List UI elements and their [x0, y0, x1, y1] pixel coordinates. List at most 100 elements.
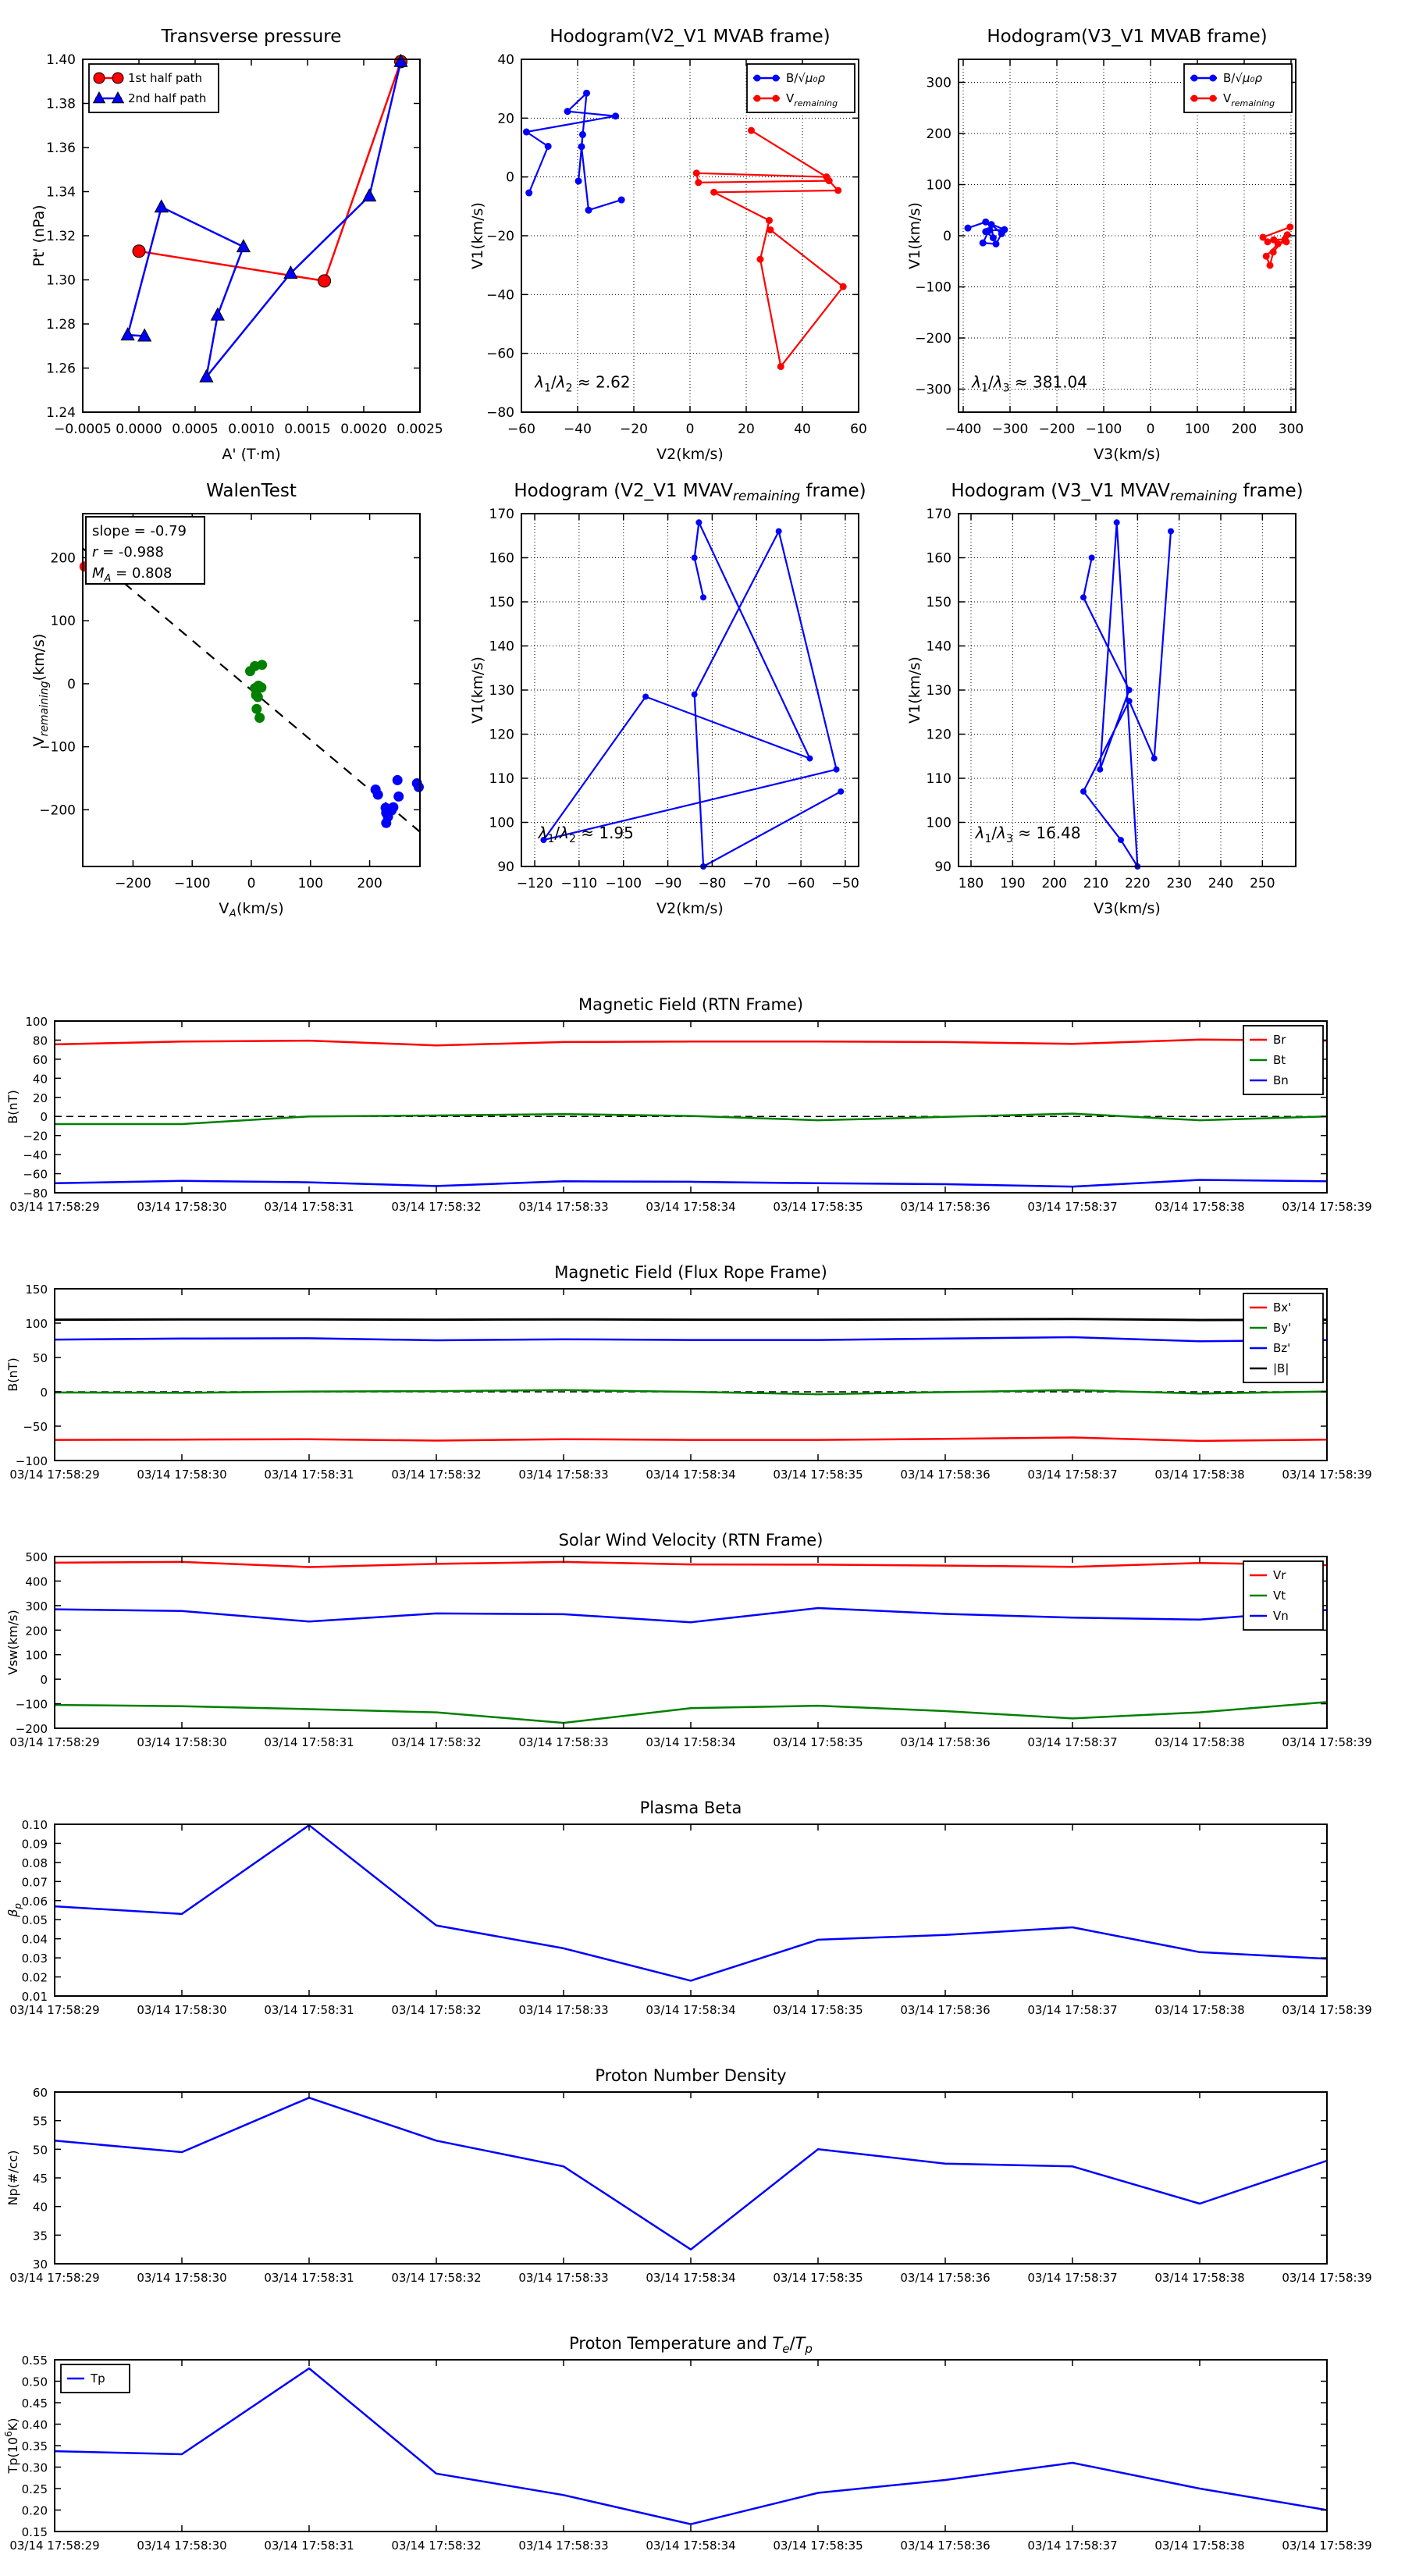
x-tick-label: 03/14 17:58:35 — [773, 2539, 863, 2553]
legend-label: B/√μ₀ρ — [786, 71, 825, 85]
data-marker — [695, 179, 702, 187]
data-marker — [393, 53, 408, 67]
x-axis-label: VA(km/s) — [219, 900, 283, 916]
legend-label: Vr — [1273, 1568, 1286, 1582]
y-tick-label: 100 — [25, 1317, 48, 1331]
x-tick-label: 0.0000 — [116, 422, 162, 437]
x-tick-label: 03/14 17:58:35 — [773, 1468, 863, 1482]
legend-label: By' — [1273, 1321, 1291, 1335]
y-tick-label: 170 — [927, 507, 951, 522]
data-marker — [642, 693, 649, 700]
data-marker — [254, 713, 265, 724]
data-marker — [989, 234, 997, 242]
data-marker — [413, 781, 424, 792]
x-axis-label: V2(km/s) — [656, 900, 724, 916]
x-tick-label: 03/14 17:58:29 — [9, 1468, 99, 1482]
x-tick-label: −200 — [1039, 422, 1076, 437]
data-marker — [578, 130, 586, 138]
x-tick-label: −100 — [605, 876, 642, 891]
y-tick-label: −80 — [23, 1187, 48, 1201]
x-tick-label: 210 — [1083, 876, 1108, 891]
chart-title: Plasma Beta — [640, 1799, 742, 1817]
y-tick-label: 0.02 — [22, 1971, 48, 1985]
data-marker — [93, 72, 105, 84]
x-tick-label: 240 — [1208, 876, 1233, 891]
x-tick-label: 03/14 17:58:32 — [391, 2271, 481, 2285]
series-line — [54, 1560, 1328, 1568]
data-marker — [1269, 248, 1277, 256]
y-tick-label: −100 — [16, 1454, 48, 1468]
y-tick-label: 160 — [489, 551, 514, 567]
y-tick-label: 1.28 — [46, 317, 76, 333]
chart-title: Magnetic Field (RTN Frame) — [578, 995, 803, 1014]
data-marker — [1168, 528, 1174, 535]
y-axis-label: Vremaining(km/s) — [30, 634, 51, 747]
y-tick-label: 0 — [67, 677, 76, 692]
y-tick-label: 0 — [40, 1110, 48, 1124]
x-tick-label: 03/14 17:58:29 — [9, 2539, 99, 2553]
y-tick-label: 35 — [33, 2229, 48, 2243]
data-marker — [806, 755, 813, 762]
data-marker — [1190, 74, 1198, 82]
data-marker — [1282, 238, 1290, 246]
data-marker — [388, 802, 399, 813]
y-tick-label: −20 — [486, 229, 514, 244]
y-tick-label: 0.30 — [22, 2461, 48, 2475]
data-marker — [574, 177, 582, 185]
data-marker — [1209, 94, 1217, 102]
data-marker — [540, 837, 547, 844]
y-tick-label: 1.24 — [46, 405, 76, 421]
y-tick-label: 100 — [25, 1649, 48, 1663]
stats-box — [85, 516, 205, 585]
y-tick-label: 170 — [489, 507, 514, 522]
x-tick-label: 03/14 17:58:38 — [1154, 1468, 1244, 1482]
x-tick-label: 03/14 17:58:33 — [518, 1735, 608, 1749]
x-tick-label: −0.0005 — [54, 422, 112, 437]
data-marker — [710, 188, 718, 196]
x-tick-label: 03/14 17:58:36 — [900, 1735, 990, 1749]
x-tick-label: −200 — [115, 876, 151, 891]
panel-plasma-beta: 03/14 17:58:29 03/14 17:58:30 03/14 17:58:… — [0, 1788, 1405, 2023]
series-line — [54, 1389, 1328, 1396]
y-tick-label: 0.05 — [22, 1913, 48, 1927]
x-tick-label: 03/14 17:58:38 — [1154, 2003, 1244, 2017]
data-marker — [544, 142, 552, 150]
series-line — [54, 1436, 1328, 1443]
legend-label: 2nd half path — [128, 91, 206, 105]
data-marker — [199, 368, 214, 382]
data-marker — [691, 554, 698, 561]
y-tick-label: 100 — [51, 614, 76, 629]
x-tick-label: 0 — [686, 422, 695, 437]
data-marker — [1097, 766, 1104, 773]
plot-walen-test: −200 −100 0 100 200 −200 −100 0 100 200 WalenTest V… — [28, 462, 469, 916]
y-tick-label: 0.10 — [22, 1818, 48, 1832]
x-tick-label: 200 — [1232, 422, 1257, 437]
chart-title: Proton Number Density — [595, 2066, 786, 2085]
lambda-ratio-annotation: λ1/λ2 ≈ 2.62 — [534, 372, 630, 394]
x-tick-label: −100 — [174, 876, 211, 891]
data-marker — [834, 187, 842, 194]
y-tick-label: 45 — [33, 2172, 48, 2186]
data-marker — [1262, 252, 1270, 260]
x-tick-label: 0.0005 — [172, 422, 218, 437]
data-marker — [283, 265, 298, 279]
plot-transverse-pressure: −0.0005 0.0000 0.0005 0.0010 0.0015 0.0020 0.0… — [28, 8, 469, 462]
y-tick-label: 120 — [927, 728, 951, 743]
panel-proton-number-density: 03/14 17:58:29 03/14 17:58:30 03/14 17:58:… — [0, 2056, 1405, 2290]
data-marker — [1266, 262, 1274, 269]
x-tick-label: 03/14 17:58:37 — [1027, 2003, 1117, 2017]
y-axis-label: B(nT) — [5, 1090, 20, 1123]
x-tick-label: 03/14 17:58:31 — [264, 2003, 354, 2017]
y-tick-label: 130 — [489, 683, 514, 699]
data-marker — [372, 789, 383, 800]
legend-label: Vn — [1273, 1609, 1289, 1623]
x-tick-label: 03/14 17:58:33 — [518, 1200, 608, 1214]
y-tick-label: 0.01 — [22, 1990, 48, 2004]
x-tick-label: 03/14 17:58:34 — [646, 2271, 735, 2285]
x-tick-label: −120 — [517, 876, 553, 891]
data-marker — [1080, 594, 1087, 601]
chart-title: Proton Temperature and Te/Tp — [569, 2334, 813, 2356]
axes-frame — [54, 1556, 1328, 1729]
chart-title: Hodogram (V2_V1 MVAVremaining frame) — [514, 481, 866, 504]
data-marker — [1286, 223, 1294, 231]
